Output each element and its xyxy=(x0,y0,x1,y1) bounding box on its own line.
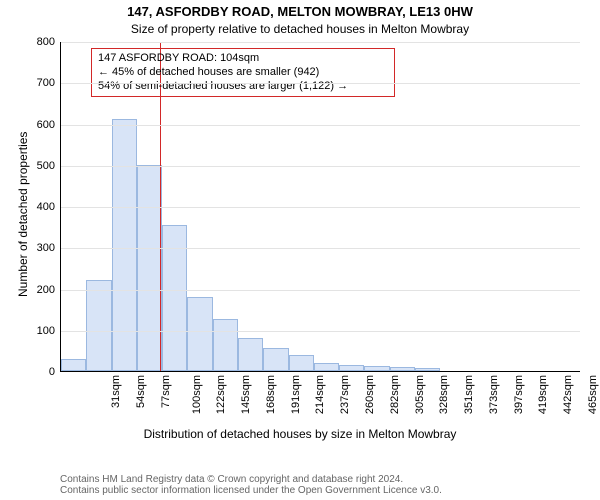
bar xyxy=(390,367,415,371)
annotation-line: 54% of semi-detached houses are larger (… xyxy=(98,80,388,94)
bar xyxy=(86,280,111,371)
x-tick-label: 397sqm xyxy=(513,375,525,414)
x-tick-label: 77sqm xyxy=(160,375,172,408)
footer-attribution: Contains HM Land Registry data © Crown c… xyxy=(60,474,600,496)
x-tick-label: 168sqm xyxy=(265,375,277,414)
x-tick-label: 465sqm xyxy=(587,375,599,414)
bar xyxy=(61,359,86,371)
y-tick-label: 0 xyxy=(49,366,61,378)
bar xyxy=(314,363,339,371)
x-tick-label: 191sqm xyxy=(290,375,302,414)
x-tick-label: 351sqm xyxy=(463,375,475,414)
bar xyxy=(339,365,364,371)
bar xyxy=(137,165,162,371)
x-tick-label: 54sqm xyxy=(135,375,147,408)
bar xyxy=(289,355,314,372)
bar xyxy=(263,348,288,371)
y-tick-label: 300 xyxy=(37,242,61,254)
x-tick-label: 282sqm xyxy=(389,375,401,414)
y-axis-label: Number of detached properties xyxy=(16,132,30,297)
annotation-line: ← 45% of detached houses are smaller (94… xyxy=(98,66,388,80)
x-tick-label: 122sqm xyxy=(216,375,228,414)
chart-subtitle: Size of property relative to detached ho… xyxy=(0,22,600,36)
footer-line: Contains HM Land Registry data © Crown c… xyxy=(60,474,600,485)
y-tick-label: 600 xyxy=(37,119,61,131)
x-tick-label: 31sqm xyxy=(110,375,122,408)
x-tick-label: 237sqm xyxy=(339,375,351,414)
bar xyxy=(415,368,440,371)
x-tick-label: 419sqm xyxy=(537,375,549,414)
x-tick-label: 100sqm xyxy=(191,375,203,414)
bar xyxy=(364,366,389,371)
x-axis-label: Distribution of detached houses by size … xyxy=(0,427,600,441)
annotation-line: 147 ASFORDBY ROAD: 104sqm xyxy=(98,52,388,66)
y-tick-label: 400 xyxy=(37,201,61,213)
bar xyxy=(162,225,187,371)
y-tick-label: 800 xyxy=(37,36,61,48)
footer-line: Contains public sector information licen… xyxy=(60,485,600,496)
bar xyxy=(112,119,137,371)
x-tick-label: 305sqm xyxy=(414,375,426,414)
x-tick-label: 328sqm xyxy=(438,375,450,414)
bar xyxy=(238,338,263,371)
x-tick-label: 373sqm xyxy=(488,375,500,414)
x-tick-label: 145sqm xyxy=(240,375,252,414)
y-tick-label: 500 xyxy=(37,160,61,172)
x-tick-label: 442sqm xyxy=(562,375,574,414)
bar xyxy=(187,297,212,371)
y-tick-label: 700 xyxy=(37,77,61,89)
x-tick-label: 214sqm xyxy=(315,375,327,414)
x-tick-label: 260sqm xyxy=(364,375,376,414)
y-tick-label: 200 xyxy=(37,284,61,296)
chart-title: 147, ASFORDBY ROAD, MELTON MOWBRAY, LE13… xyxy=(0,4,600,19)
y-tick-label: 100 xyxy=(37,325,61,337)
bar xyxy=(213,319,238,371)
chart-container: 147, ASFORDBY ROAD, MELTON MOWBRAY, LE13… xyxy=(0,0,600,500)
plot-area: 147 ASFORDBY ROAD: 104sqm← 45% of detach… xyxy=(60,42,580,372)
annotation-box: 147 ASFORDBY ROAD: 104sqm← 45% of detach… xyxy=(91,48,395,97)
